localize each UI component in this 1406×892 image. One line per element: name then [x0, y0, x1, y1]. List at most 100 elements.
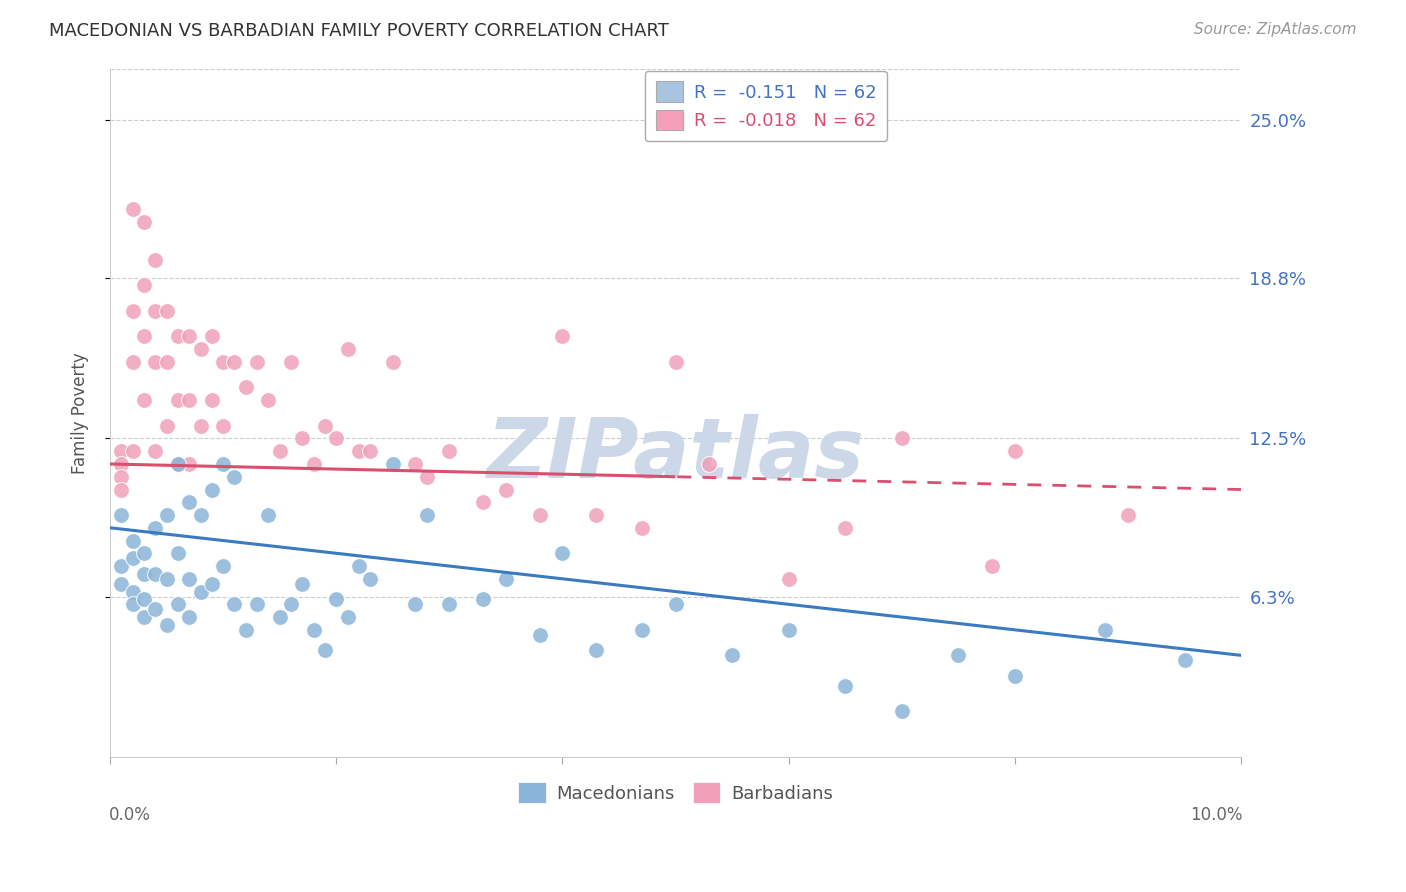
- Point: [167, 457, 190, 471]
- Legend: Macedonians, Barbadians: Macedonians, Barbadians: [512, 775, 839, 810]
- Point: [201, 483, 224, 497]
- Point: [235, 623, 257, 637]
- Point: [529, 508, 551, 522]
- Point: [834, 679, 856, 693]
- Point: [121, 597, 143, 611]
- Point: [495, 483, 517, 497]
- Text: ZIPatlas: ZIPatlas: [486, 414, 865, 495]
- Point: [585, 643, 607, 657]
- Point: [495, 572, 517, 586]
- Point: [630, 623, 652, 637]
- Point: [890, 432, 912, 446]
- Point: [224, 355, 246, 369]
- Point: [416, 469, 439, 483]
- Point: [143, 566, 166, 581]
- Point: [110, 457, 132, 471]
- Text: 0.0%: 0.0%: [108, 805, 150, 823]
- Point: [347, 444, 370, 458]
- Point: [156, 572, 179, 586]
- Point: [529, 628, 551, 642]
- Text: 10.0%: 10.0%: [1189, 805, 1241, 823]
- Point: [143, 304, 166, 318]
- Point: [156, 355, 179, 369]
- Point: [404, 597, 426, 611]
- Point: [630, 521, 652, 535]
- Point: [336, 610, 359, 624]
- Point: [190, 418, 212, 433]
- Point: [981, 559, 1004, 574]
- Point: [167, 393, 190, 408]
- Point: [336, 342, 359, 356]
- Point: [359, 444, 381, 458]
- Point: [439, 597, 461, 611]
- Point: [302, 457, 325, 471]
- Point: [381, 355, 404, 369]
- Point: [325, 592, 347, 607]
- Point: [190, 584, 212, 599]
- Point: [325, 432, 347, 446]
- Point: [359, 572, 381, 586]
- Point: [404, 457, 426, 471]
- Point: [314, 418, 336, 433]
- Point: [280, 597, 302, 611]
- Point: [132, 214, 155, 228]
- Y-axis label: Family Poverty: Family Poverty: [72, 352, 89, 474]
- Point: [834, 521, 856, 535]
- Point: [948, 648, 970, 663]
- Point: [143, 521, 166, 535]
- Point: [132, 566, 155, 581]
- Point: [212, 559, 235, 574]
- Point: [551, 546, 574, 560]
- Point: [143, 252, 166, 267]
- Point: [201, 393, 224, 408]
- Point: [269, 444, 291, 458]
- Point: [291, 577, 314, 591]
- Point: [143, 602, 166, 616]
- Point: [121, 444, 143, 458]
- Point: [1094, 623, 1116, 637]
- Point: [347, 559, 370, 574]
- Point: [778, 572, 800, 586]
- Point: [156, 508, 179, 522]
- Point: [201, 329, 224, 343]
- Point: [110, 444, 132, 458]
- Point: [179, 393, 201, 408]
- Point: [302, 623, 325, 637]
- Point: [179, 495, 201, 509]
- Point: [179, 329, 201, 343]
- Point: [699, 457, 721, 471]
- Point: [212, 355, 235, 369]
- Point: [224, 469, 246, 483]
- Point: [257, 393, 280, 408]
- Point: [156, 418, 179, 433]
- Point: [132, 592, 155, 607]
- Point: [246, 597, 269, 611]
- Point: [110, 508, 132, 522]
- Point: [472, 495, 495, 509]
- Point: [121, 584, 143, 599]
- Point: [778, 623, 800, 637]
- Point: [143, 355, 166, 369]
- Point: [664, 355, 686, 369]
- Point: [551, 329, 574, 343]
- Point: [246, 355, 269, 369]
- Point: [235, 380, 257, 394]
- Point: [121, 304, 143, 318]
- Point: [121, 533, 143, 548]
- Point: [257, 508, 280, 522]
- Point: [110, 559, 132, 574]
- Point: [664, 597, 686, 611]
- Point: [721, 648, 744, 663]
- Point: [472, 592, 495, 607]
- Point: [1004, 669, 1026, 683]
- Point: [212, 418, 235, 433]
- Text: MACEDONIAN VS BARBADIAN FAMILY POVERTY CORRELATION CHART: MACEDONIAN VS BARBADIAN FAMILY POVERTY C…: [49, 22, 669, 40]
- Point: [110, 469, 132, 483]
- Point: [190, 342, 212, 356]
- Text: Source: ZipAtlas.com: Source: ZipAtlas.com: [1194, 22, 1357, 37]
- Point: [291, 432, 314, 446]
- Point: [179, 572, 201, 586]
- Point: [212, 457, 235, 471]
- Point: [167, 457, 190, 471]
- Point: [1173, 653, 1195, 667]
